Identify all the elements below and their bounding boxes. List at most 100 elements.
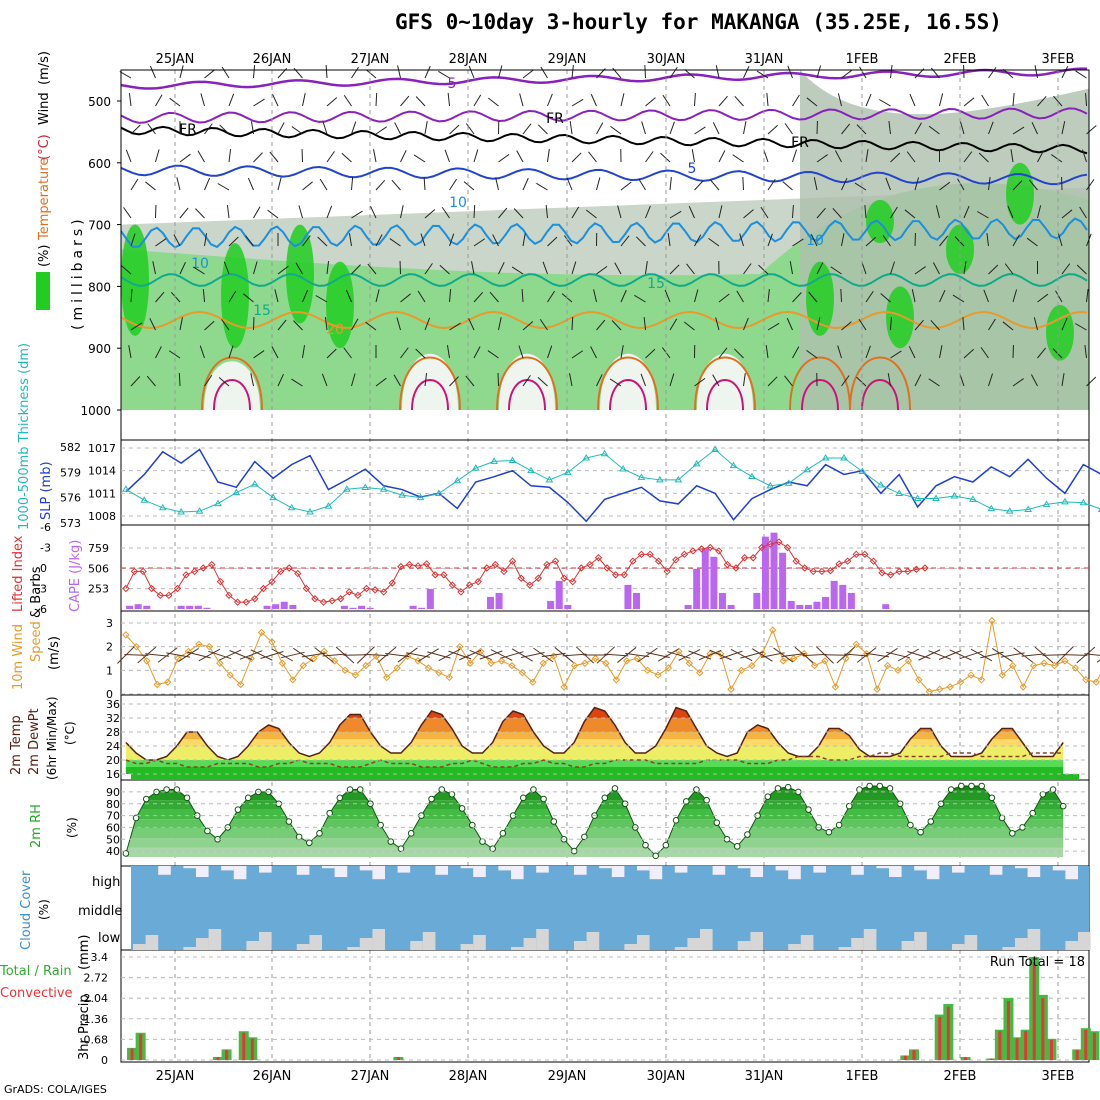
wind-barb — [620, 181, 632, 191]
wind-barb — [424, 373, 428, 387]
wind-barb — [767, 124, 778, 135]
cape-bar — [787, 600, 795, 609]
wind-speed-marker — [591, 654, 600, 663]
wind-barb-10m — [886, 651, 910, 659]
wind-barb — [468, 65, 475, 79]
wind-speed-marker — [988, 616, 996, 625]
li-marker — [869, 557, 878, 565]
contour-label: 5 — [448, 76, 457, 92]
wind-barb-10m — [145, 653, 170, 657]
wind-speed-marker — [226, 671, 234, 679]
wind-barb — [865, 93, 872, 107]
wind-barb — [1002, 321, 1014, 331]
date-label-bottom-1FEB: 1FEB — [846, 1069, 879, 1084]
wind-barb — [914, 319, 924, 331]
wind-barb — [1012, 234, 1020, 247]
thickness-marker — [637, 473, 646, 480]
wind-barb — [782, 181, 793, 191]
wind-barb — [590, 346, 597, 359]
wind-barb — [1037, 205, 1042, 219]
wind-barb — [614, 262, 622, 275]
wind-barb — [806, 97, 818, 107]
li-marker — [405, 560, 414, 569]
rh-marker — [662, 841, 670, 849]
rh-marker — [693, 786, 700, 793]
wind-barb — [1010, 149, 1014, 163]
wind-speed-marker — [915, 676, 923, 684]
li-marker — [861, 550, 869, 559]
low-cloud-bar — [372, 929, 385, 950]
wind-speed-marker — [424, 664, 433, 672]
wind-barb — [365, 69, 377, 79]
wind-barb — [522, 123, 532, 135]
speed-label: Speed — [29, 621, 44, 662]
cape-bar — [194, 605, 202, 609]
wind-barb — [890, 350, 902, 359]
rh-marker — [723, 835, 731, 843]
thickness-marker — [876, 481, 885, 488]
wind-speed-marker — [205, 642, 214, 651]
wind-barb — [522, 177, 529, 191]
li-marker — [276, 567, 285, 576]
wind-barb-10m — [293, 647, 314, 663]
rh-marker — [469, 821, 476, 829]
precip-convective-bar — [946, 1006, 950, 1060]
wind-barb-10m — [250, 649, 273, 661]
thickness-marker — [490, 457, 499, 464]
wind-barb — [375, 289, 380, 303]
wind-barb — [954, 236, 965, 247]
rh-marker — [1059, 802, 1067, 810]
wind-barb — [1086, 125, 1097, 135]
wind-barb — [888, 121, 891, 135]
wind-barb — [890, 152, 901, 163]
wind-barb — [540, 66, 548, 79]
li-marker — [302, 584, 311, 593]
contour-25 — [694, 356, 756, 411]
wind-barb — [155, 94, 163, 107]
precip-tick: 1.36 — [84, 1013, 109, 1026]
li-marker — [577, 564, 586, 572]
wind-speed-marker — [383, 673, 391, 682]
wind-barb — [1061, 66, 1069, 79]
cape-bar — [272, 604, 280, 609]
wind-barb — [1037, 96, 1047, 107]
wind-speed-marker — [925, 687, 934, 696]
wind-barb — [204, 123, 213, 135]
wind-barb — [326, 261, 330, 275]
thickness-marker — [545, 475, 554, 483]
warm-dome — [204, 361, 260, 410]
upper-air-ylabel: RH (%)Temperature(°C)Wind(m/s) — [36, 51, 52, 310]
wind-barb — [1053, 95, 1063, 107]
wind-barb — [511, 266, 524, 275]
wind-speed-marker — [706, 650, 714, 658]
wind-barb — [128, 93, 132, 107]
li-marker — [680, 550, 689, 559]
wind-barb — [1061, 317, 1068, 331]
wind-speed-marker — [727, 685, 735, 693]
li-marker — [852, 550, 860, 559]
wind-barb — [864, 205, 867, 219]
wind-barb — [645, 151, 654, 163]
rh-marker — [183, 794, 191, 802]
rh-band — [125, 838, 1064, 848]
rh-marker — [458, 805, 466, 812]
wind-barb — [463, 181, 475, 191]
wind-barb — [662, 94, 671, 107]
date-label-top-30JAN: 30JAN — [647, 52, 686, 67]
wind-barb — [513, 208, 524, 219]
precip-convective-bar — [130, 1048, 134, 1060]
wind-speed-marker — [466, 659, 474, 667]
wind-barb — [123, 207, 132, 219]
thickness-line — [125, 448, 1100, 513]
rh-marker — [163, 786, 170, 793]
panel-frame-wind — [120, 610, 1090, 696]
rh-marker — [672, 817, 680, 824]
wind-barb — [986, 233, 989, 247]
rh-marker — [122, 850, 130, 857]
thickness-marker — [195, 507, 204, 514]
cape-bar — [349, 607, 357, 609]
wind-speed-marker — [998, 671, 1007, 679]
wind-speed-marker — [623, 657, 631, 665]
wind-barb — [1004, 263, 1014, 275]
contour-20 — [120, 310, 1088, 329]
